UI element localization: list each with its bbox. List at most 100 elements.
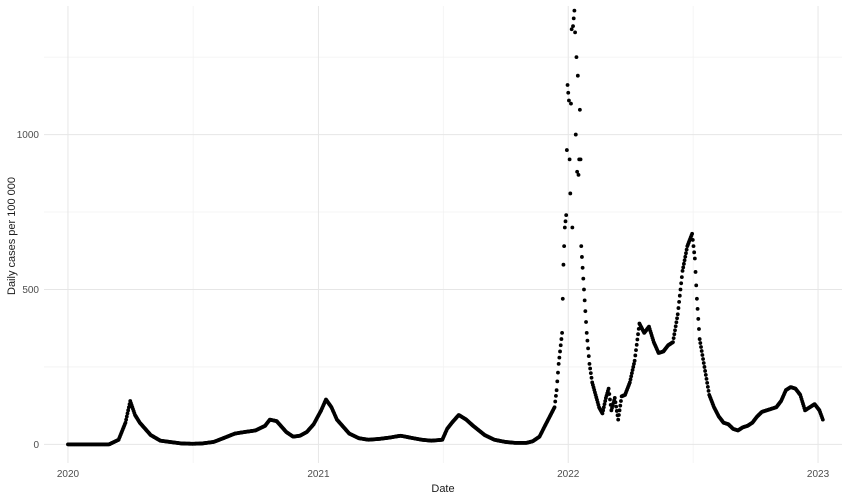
data-point xyxy=(701,361,706,365)
data-point xyxy=(580,255,584,259)
data-point xyxy=(569,27,574,32)
data-point xyxy=(564,213,569,218)
data-point xyxy=(554,393,558,398)
data-point xyxy=(588,366,593,371)
data-point xyxy=(627,380,632,385)
data-point xyxy=(680,269,685,273)
data-point xyxy=(632,361,636,366)
data-point xyxy=(556,370,560,375)
data-point xyxy=(619,399,623,403)
data-point xyxy=(579,244,584,249)
data-point xyxy=(612,396,617,400)
data-point xyxy=(583,309,588,314)
data-point xyxy=(571,16,576,21)
data-point xyxy=(692,256,697,261)
y-axis-title: Daily cases per 100 000 xyxy=(6,177,18,295)
data-point xyxy=(690,238,695,242)
data-point xyxy=(572,8,577,13)
x-tick-label: 2020 xyxy=(57,469,80,480)
data-point xyxy=(679,275,684,279)
data-point xyxy=(607,392,612,396)
data-point xyxy=(558,349,562,354)
data-point xyxy=(562,225,567,230)
data-point xyxy=(703,369,708,373)
data-point xyxy=(554,388,559,393)
data-point xyxy=(582,298,587,303)
data-point xyxy=(629,374,634,379)
data-point xyxy=(613,400,618,405)
data-point xyxy=(697,327,701,331)
data-point xyxy=(695,306,700,311)
y-tick-label: 500 xyxy=(22,285,39,296)
data-point xyxy=(557,355,562,360)
data-point xyxy=(569,101,573,106)
data-point xyxy=(629,371,634,376)
data-point xyxy=(635,337,640,342)
data-point xyxy=(566,90,571,95)
data-point xyxy=(125,411,130,416)
data-point xyxy=(679,281,684,286)
data-point xyxy=(697,337,702,341)
data-point xyxy=(699,349,704,353)
data-point xyxy=(674,320,679,325)
data-point xyxy=(571,24,575,29)
data-point xyxy=(694,283,699,288)
data-point xyxy=(126,408,131,413)
data-point xyxy=(601,405,606,410)
data-point xyxy=(124,414,129,419)
data-point xyxy=(675,312,680,317)
data-point xyxy=(632,358,637,363)
data-point xyxy=(606,386,611,391)
data-point xyxy=(673,328,677,333)
data-point xyxy=(588,371,593,376)
data-point xyxy=(573,132,578,137)
data-point xyxy=(681,265,686,270)
data-point xyxy=(691,244,696,249)
data-point xyxy=(706,388,711,393)
data-point xyxy=(558,343,563,348)
y-tick-label: 0 xyxy=(33,440,39,451)
data-point xyxy=(631,365,636,369)
x-tick-label: 2021 xyxy=(307,469,330,480)
x-tick-label: 2022 xyxy=(557,469,580,480)
data-point xyxy=(562,244,567,249)
data-point xyxy=(820,417,825,422)
data-point xyxy=(684,251,688,256)
data-point xyxy=(577,107,582,112)
data-point xyxy=(574,55,579,60)
data-point xyxy=(676,306,681,310)
data-point xyxy=(628,377,633,382)
data-point xyxy=(126,405,131,410)
data-point xyxy=(573,30,577,35)
data-point xyxy=(630,368,635,372)
data-point xyxy=(576,172,581,177)
data-point xyxy=(567,157,572,162)
data-point xyxy=(561,262,566,267)
data-point xyxy=(616,413,621,417)
data-point xyxy=(696,317,701,321)
data-point xyxy=(555,379,560,384)
data-point xyxy=(586,346,590,351)
data-point xyxy=(684,247,689,252)
data-point xyxy=(584,330,589,335)
data-point xyxy=(585,338,590,343)
data-point xyxy=(553,399,558,404)
data-point xyxy=(698,341,703,345)
data-point xyxy=(693,270,698,274)
data-point xyxy=(568,191,573,196)
data-point xyxy=(589,375,594,380)
data-point xyxy=(677,293,682,298)
data-point xyxy=(678,287,683,292)
data-point xyxy=(582,287,586,292)
data-point xyxy=(600,411,605,416)
data-point xyxy=(701,357,705,361)
data-point xyxy=(634,342,639,347)
data-point xyxy=(586,354,591,359)
data-point xyxy=(570,225,575,230)
minor-gridlines xyxy=(44,6,842,463)
x-axis-tick-labels: 2020 2021 2022 2023 xyxy=(57,469,830,480)
data-point xyxy=(587,361,592,366)
data-point xyxy=(700,353,705,357)
data-point xyxy=(575,169,580,174)
